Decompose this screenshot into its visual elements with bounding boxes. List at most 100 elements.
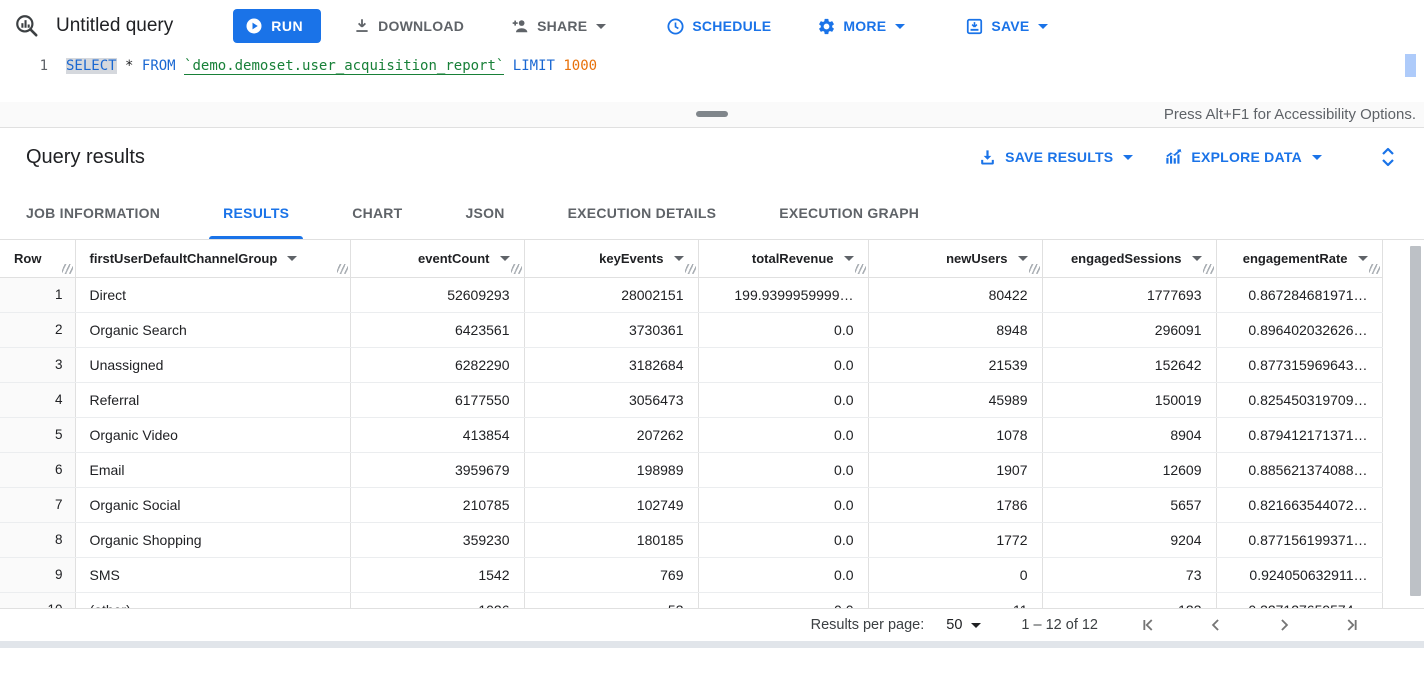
column-resize-grip[interactable] [336, 263, 348, 274]
tab-json[interactable]: JSON [465, 204, 505, 221]
column-header-eventcount[interactable]: eventCount [350, 240, 525, 278]
sql-editor[interactable]: 1 SELECT * FROM `demo.demoset.user_acqui… [0, 52, 1424, 102]
run-button[interactable]: RUN [233, 9, 322, 43]
data-cell: 413854 [350, 417, 525, 453]
column-header-engagedsessions[interactable]: engagedSessions [1042, 240, 1217, 278]
next-page-button[interactable] [1270, 611, 1298, 639]
pagination-footer: Results per page: 50 1 – 12 of 12 [0, 608, 1424, 641]
data-cell: 3959679 [350, 452, 525, 488]
explore-data-caret-icon [1312, 154, 1322, 160]
tab-job-information[interactable]: JOB INFORMATION [26, 204, 161, 221]
column-menu-caret-icon[interactable] [673, 255, 684, 261]
editor-scrollbar[interactable] [1405, 54, 1416, 77]
data-cell: 6423561 [350, 312, 525, 348]
sql-token-plain [504, 58, 512, 74]
table-row: 9 SMS 1542 769 0.0 0 73 0.924050632911… [0, 557, 1383, 593]
column-header-newusers[interactable]: newUsers [868, 240, 1043, 278]
column-resize-grip[interactable] [1368, 263, 1380, 274]
data-cell: Organic Search [75, 312, 351, 348]
data-cell: 0.0 [698, 522, 869, 558]
data-cell: 102749 [524, 487, 699, 523]
expand-collapse-panel-button[interactable] [1378, 146, 1398, 168]
save-results-button[interactable]: SAVE RESULTS [978, 148, 1134, 167]
table-row: 10(other)1026530.0111230.327127659574… [0, 592, 1383, 608]
tab-chart[interactable]: CHART [352, 204, 403, 221]
row-number-cell: 6 [0, 452, 76, 488]
data-cell: 1786 [868, 487, 1043, 523]
play-icon [245, 17, 263, 35]
share-button[interactable]: SHARE [500, 8, 616, 44]
first-page-icon [1143, 619, 1153, 631]
page-size-select[interactable]: 50 [946, 617, 982, 633]
column-menu-caret-icon[interactable] [1357, 255, 1368, 261]
column-header-totalrevenue[interactable]: totalRevenue [698, 240, 869, 278]
column-menu-caret-icon[interactable] [287, 255, 298, 261]
column-header-engagementrate[interactable]: engagementRate [1216, 240, 1383, 278]
data-cell: 199.9399959999… [698, 277, 869, 313]
data-cell: 0.924050632911… [1216, 557, 1383, 593]
row-number-cell: 7 [0, 487, 76, 523]
data-cell: 21539 [868, 347, 1043, 383]
results-per-page-label: Results per page: [810, 617, 925, 633]
explore-data-button[interactable]: EXPLORE DATA [1163, 147, 1322, 167]
data-cell: 210785 [350, 487, 525, 523]
download-button[interactable]: DOWNLOAD [343, 9, 474, 43]
previous-page-button[interactable] [1202, 611, 1230, 639]
data-cell: Email [75, 452, 351, 488]
tab-execution-details[interactable]: EXECUTION DETAILS [567, 204, 717, 221]
tab-execution-graph[interactable]: EXECUTION GRAPH [779, 204, 920, 221]
column-resize-grip[interactable] [61, 263, 73, 274]
column-label: eventCount [418, 250, 490, 266]
column-resize-grip[interactable] [510, 263, 522, 274]
table-row: 2 Organic Search 6423561 3730361 0.0 8948 2960… [0, 312, 1383, 348]
table-row: 3 Unassigned 6282290 3182684 0.0 21539 152642 0… [0, 347, 1383, 383]
table-row: 7 Organic Social 210785 102749 0.0 1786 5657 0.… [0, 487, 1383, 523]
row-number-cell: 4 [0, 382, 76, 418]
column-menu-caret-icon[interactable] [1017, 255, 1028, 261]
table-scrollbar[interactable] [1410, 246, 1421, 596]
line-number: 1 [39, 58, 48, 74]
last-page-button[interactable] [1338, 611, 1366, 639]
query-magnifier-icon [10, 9, 44, 43]
column-header-row[interactable]: Row [0, 240, 76, 278]
data-cell: 0.825450319709… [1216, 382, 1383, 418]
column-label: firstUserDefaultChannelGroup [89, 250, 278, 266]
column-label: keyEvents [599, 250, 664, 266]
schedule-button[interactable]: SCHEDULE [656, 9, 781, 44]
column-resize-grip[interactable] [684, 263, 696, 274]
data-cell: 0.867284681971… [1216, 277, 1383, 313]
results-table-header: Row firstUserDefaultChannelGroup eventCoun… [0, 240, 1383, 278]
more-button[interactable]: MORE [807, 9, 915, 44]
data-cell: 1542 [350, 557, 525, 593]
tab-results[interactable]: RESULTS [199, 186, 313, 239]
row-number-cell: 3 [0, 347, 76, 383]
results-table-container: Row firstUserDefaultChannelGroup eventCoun… [0, 240, 1424, 608]
column-menu-caret-icon[interactable] [1191, 255, 1202, 261]
column-menu-caret-icon[interactable] [843, 255, 854, 261]
data-cell: 0.0 [698, 417, 869, 453]
data-cell: 73 [1042, 557, 1217, 593]
column-resize-grip[interactable] [1028, 263, 1040, 274]
first-page-button[interactable] [1134, 611, 1162, 639]
data-cell: 52609293 [350, 277, 525, 313]
data-cell: 11 [868, 592, 1043, 608]
data-cell: 1772 [868, 522, 1043, 558]
sql-code-line[interactable]: SELECT * FROM `demo.demoset.user_acquisi… [66, 58, 597, 75]
column-menu-caret-icon[interactable] [499, 255, 510, 261]
unfold-icon [1378, 146, 1398, 168]
sql-token-plain [176, 58, 184, 74]
save-button[interactable]: SAVE [955, 9, 1058, 44]
data-cell: 0.877315969643… [1216, 347, 1383, 383]
data-cell: SMS [75, 557, 351, 593]
column-resize-grip[interactable] [1202, 263, 1214, 274]
panel-drag-handle[interactable] [696, 111, 728, 117]
column-header-firstuserdefaultchannelgroup[interactable]: firstUserDefaultChannelGroup [75, 240, 351, 278]
table-row: 8 Organic Shopping 359230 180185 0.0 1772 9204… [0, 522, 1383, 558]
results-tab-bar: JOB INFORMATION RESULTS CHART JSON EXECUTION… [0, 186, 1424, 240]
data-cell: 0.0 [698, 347, 869, 383]
data-cell: 6177550 [350, 382, 525, 418]
data-cell: 0.327127659574… [1216, 592, 1383, 608]
column-resize-grip[interactable] [854, 263, 866, 274]
column-header-keyevents[interactable]: keyEvents [524, 240, 699, 278]
data-cell: 0.896402032626… [1216, 312, 1383, 348]
